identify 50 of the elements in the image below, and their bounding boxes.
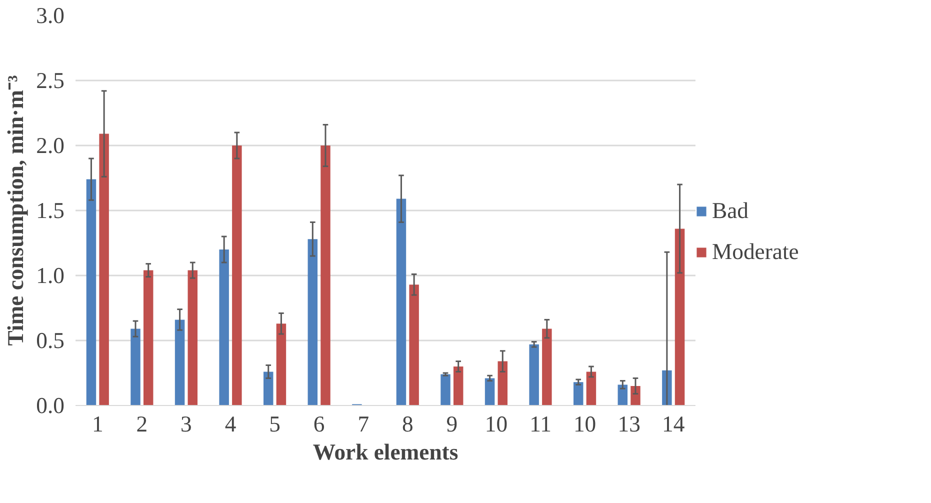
legend-label: Bad bbox=[712, 198, 748, 224]
x-tick-label: 1 bbox=[92, 412, 104, 436]
y-tick-label: 3.0 bbox=[36, 3, 65, 28]
x-tick-label: 9 bbox=[446, 412, 458, 436]
bar bbox=[586, 372, 596, 406]
bar bbox=[99, 134, 109, 406]
y-tick-label: 0.5 bbox=[36, 328, 65, 353]
bar bbox=[630, 386, 640, 406]
x-tick-label: 4 bbox=[224, 412, 236, 436]
x-tick-label: 13 bbox=[618, 412, 640, 436]
bar bbox=[130, 328, 140, 406]
x-tick-label: 8 bbox=[402, 412, 414, 436]
x-tick-label: 14 bbox=[662, 412, 685, 436]
bar bbox=[573, 382, 584, 406]
x-tick-label: 10 bbox=[573, 412, 596, 436]
bar bbox=[219, 250, 229, 406]
x-tick-label: 3 bbox=[180, 412, 192, 436]
bar bbox=[320, 146, 330, 406]
x-tick-label: 6 bbox=[313, 412, 325, 436]
y-tick-label: 1.0 bbox=[36, 263, 65, 288]
bar bbox=[409, 284, 419, 406]
bar bbox=[484, 378, 495, 406]
x-tick-label: 11 bbox=[530, 412, 552, 436]
bar bbox=[542, 328, 552, 406]
bar bbox=[308, 239, 318, 406]
bar bbox=[188, 270, 198, 406]
x-tick-label: 2 bbox=[136, 412, 148, 436]
bar bbox=[498, 361, 508, 406]
bar bbox=[453, 366, 464, 406]
bar bbox=[674, 228, 685, 406]
y-tick-label: 0.0 bbox=[36, 393, 65, 418]
bar bbox=[174, 320, 185, 406]
x-tick-label: 7 bbox=[358, 412, 370, 436]
y-axis-title: Time consumption, min·m⁻³ bbox=[3, 75, 28, 346]
bar bbox=[529, 344, 539, 406]
bar bbox=[232, 146, 242, 406]
bar bbox=[618, 384, 628, 406]
x-tick-label: 10 bbox=[484, 412, 508, 436]
legend-label: Moderate bbox=[712, 239, 799, 265]
y-tick-label: 2.0 bbox=[36, 133, 65, 158]
y-tick-label: 2.5 bbox=[36, 68, 65, 93]
x-tick-label: 5 bbox=[269, 412, 280, 436]
x-axis-title: Work elements bbox=[312, 440, 458, 464]
bar bbox=[263, 372, 274, 406]
bar bbox=[86, 179, 96, 406]
bar bbox=[143, 270, 154, 406]
bar bbox=[396, 198, 406, 406]
bar bbox=[276, 324, 286, 406]
bar bbox=[440, 374, 450, 406]
y-tick-label: 1.5 bbox=[36, 198, 65, 223]
